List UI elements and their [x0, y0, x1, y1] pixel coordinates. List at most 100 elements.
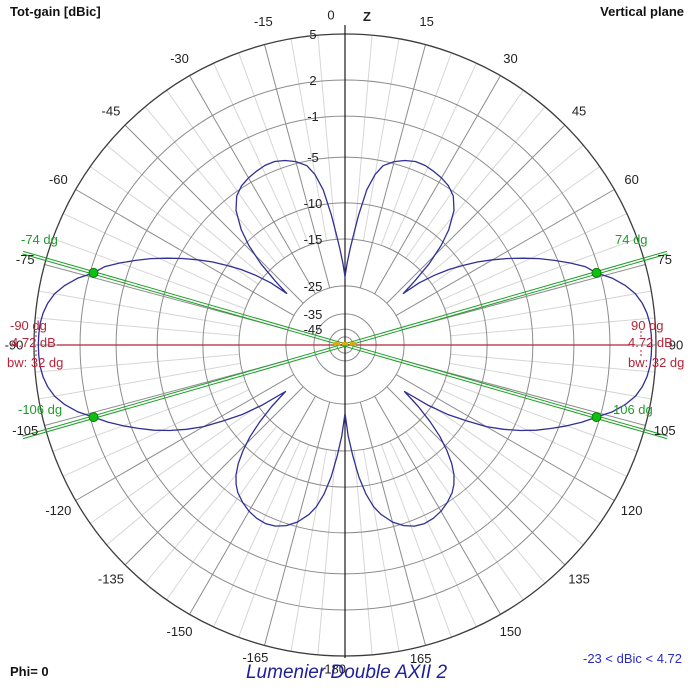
angle-tick-label: -135	[98, 572, 124, 587]
angle-tick-label: 30	[503, 51, 517, 66]
plane-label: Vertical plane	[600, 4, 684, 19]
grid-spoke-minor	[450, 317, 655, 337]
gain-ring-label: -15	[304, 232, 323, 247]
grid-spoke-minor	[450, 353, 655, 373]
grid-spoke-minor	[62, 213, 250, 301]
grid-spoke-minor	[317, 450, 337, 655]
angle-tick-label: -180	[320, 662, 346, 677]
gain-range-label: -23 < dBic < 4.72	[582, 651, 682, 666]
grid-spoke-major	[395, 374, 615, 501]
bw-angle-label-top-right: 74 dg	[615, 232, 648, 247]
gain-ring-label: -25	[304, 279, 323, 294]
beamwidth-point-dot	[88, 412, 99, 423]
grid-spoke-major	[264, 44, 331, 289]
angle-tick-label: -165	[242, 650, 268, 665]
grid-spoke-minor	[89, 166, 259, 285]
origin-marker	[334, 342, 340, 346]
angle-tick-label: 105	[654, 423, 676, 438]
grid-spoke-major	[359, 44, 426, 289]
angle-tick-label: 165	[410, 651, 432, 666]
marker-gain-label-right: 4.72 dB	[628, 335, 673, 350]
grid-spoke-major	[264, 401, 331, 646]
angle-tick-label: -60	[49, 172, 68, 187]
grid-spoke-minor	[405, 431, 524, 601]
grid-spoke-minor	[405, 89, 524, 259]
angle-tick-label: -105	[12, 423, 38, 438]
grid-spoke-minor	[144, 425, 278, 584]
angle-tick-label: 0	[327, 8, 334, 23]
grid-spoke-minor	[389, 62, 477, 250]
angle-tick-label: -45	[102, 103, 121, 118]
grid-spoke-minor	[425, 412, 584, 546]
grid-spoke-major	[395, 189, 615, 316]
grid-spoke-minor	[166, 431, 285, 601]
beamwidth-label-right: bw: 32 dg	[628, 355, 685, 370]
grid-spoke-minor	[317, 35, 337, 240]
grid-spoke-minor	[353, 35, 373, 240]
marker-angle-label-right: 90 dg	[631, 318, 664, 333]
quantity-label: Tot-gain [dBic]	[10, 4, 101, 19]
grid-spoke-minor	[106, 144, 265, 278]
z-axis-label: Z	[363, 9, 371, 24]
grid-spoke-major	[374, 395, 501, 615]
grid-spoke-minor	[389, 440, 477, 628]
bw-angle-label-bottom-right: 106 dg	[613, 402, 653, 417]
grid-spoke-minor	[362, 449, 400, 652]
gain-ring-label: -45	[304, 322, 323, 337]
angle-tick-label: 15	[419, 14, 433, 29]
grid-spoke-minor	[362, 38, 400, 241]
gain-ring-label: -1	[307, 109, 319, 124]
angle-tick-label: 120	[621, 503, 643, 518]
grid-spoke-minor	[449, 290, 652, 328]
grid-spoke-minor	[62, 389, 250, 477]
grid-spoke-major	[189, 75, 316, 295]
angle-tick-label: 60	[624, 172, 638, 187]
grid-spoke-minor	[412, 425, 546, 584]
angle-tick-label: -150	[166, 624, 192, 639]
beamwidth-point-dot	[591, 267, 602, 278]
grid-spoke-minor	[353, 450, 373, 655]
grid-spoke-minor	[425, 144, 584, 278]
beamwidth-point-dot	[591, 412, 602, 423]
grid-spoke-minor	[380, 52, 452, 246]
grid-spoke-minor	[144, 106, 278, 265]
angle-tick-label: -30	[170, 51, 189, 66]
angle-tick-label: 135	[568, 572, 590, 587]
radiation-pattern-curve	[37, 159, 653, 527]
grid-spoke-minor	[449, 362, 652, 400]
angle-tick-label: -75	[16, 252, 35, 267]
grid-spoke-minor	[380, 444, 452, 638]
origin-marker	[350, 342, 356, 346]
angle-tick-label: -15	[254, 14, 273, 29]
grid-spoke-major	[386, 386, 566, 566]
grid-spoke-major	[75, 189, 295, 316]
grid-spoke-minor	[52, 238, 246, 310]
bw-angle-label-top-left: -74 dg	[21, 232, 58, 247]
grid-spoke-minor	[35, 353, 240, 373]
grid-spoke-minor	[213, 62, 301, 250]
grid-spoke-minor	[35, 317, 240, 337]
beamwidth-line	[22, 253, 668, 440]
grid-spoke-minor	[52, 380, 246, 452]
grid-spoke-major	[124, 124, 304, 304]
beamwidth-label-left: bw: 32 dg	[7, 355, 64, 370]
grid-spoke-minor	[166, 89, 285, 259]
marker-gain-label-left: 4.72 dB	[11, 335, 56, 350]
grid-spoke-minor	[89, 405, 259, 524]
grid-spoke-major	[189, 395, 316, 615]
antenna-title: Lumenier Double AXII 2	[245, 662, 448, 683]
grid-spoke-minor	[238, 444, 310, 638]
angle-tick-label: -120	[45, 503, 71, 518]
beamwidth-point-dot	[88, 267, 99, 278]
grid-spoke-major	[124, 386, 304, 566]
gain-ring-label: 5	[309, 27, 316, 42]
grid-spoke-major	[386, 124, 566, 304]
grid-spoke-major	[374, 75, 501, 295]
grid-spoke-minor	[431, 405, 601, 524]
bw-angle-label-bottom-left: -106 dg	[18, 402, 63, 417]
angle-tick-label: 150	[500, 624, 522, 639]
grid-spoke-minor	[290, 449, 328, 652]
grid-spoke-minor	[290, 38, 328, 241]
